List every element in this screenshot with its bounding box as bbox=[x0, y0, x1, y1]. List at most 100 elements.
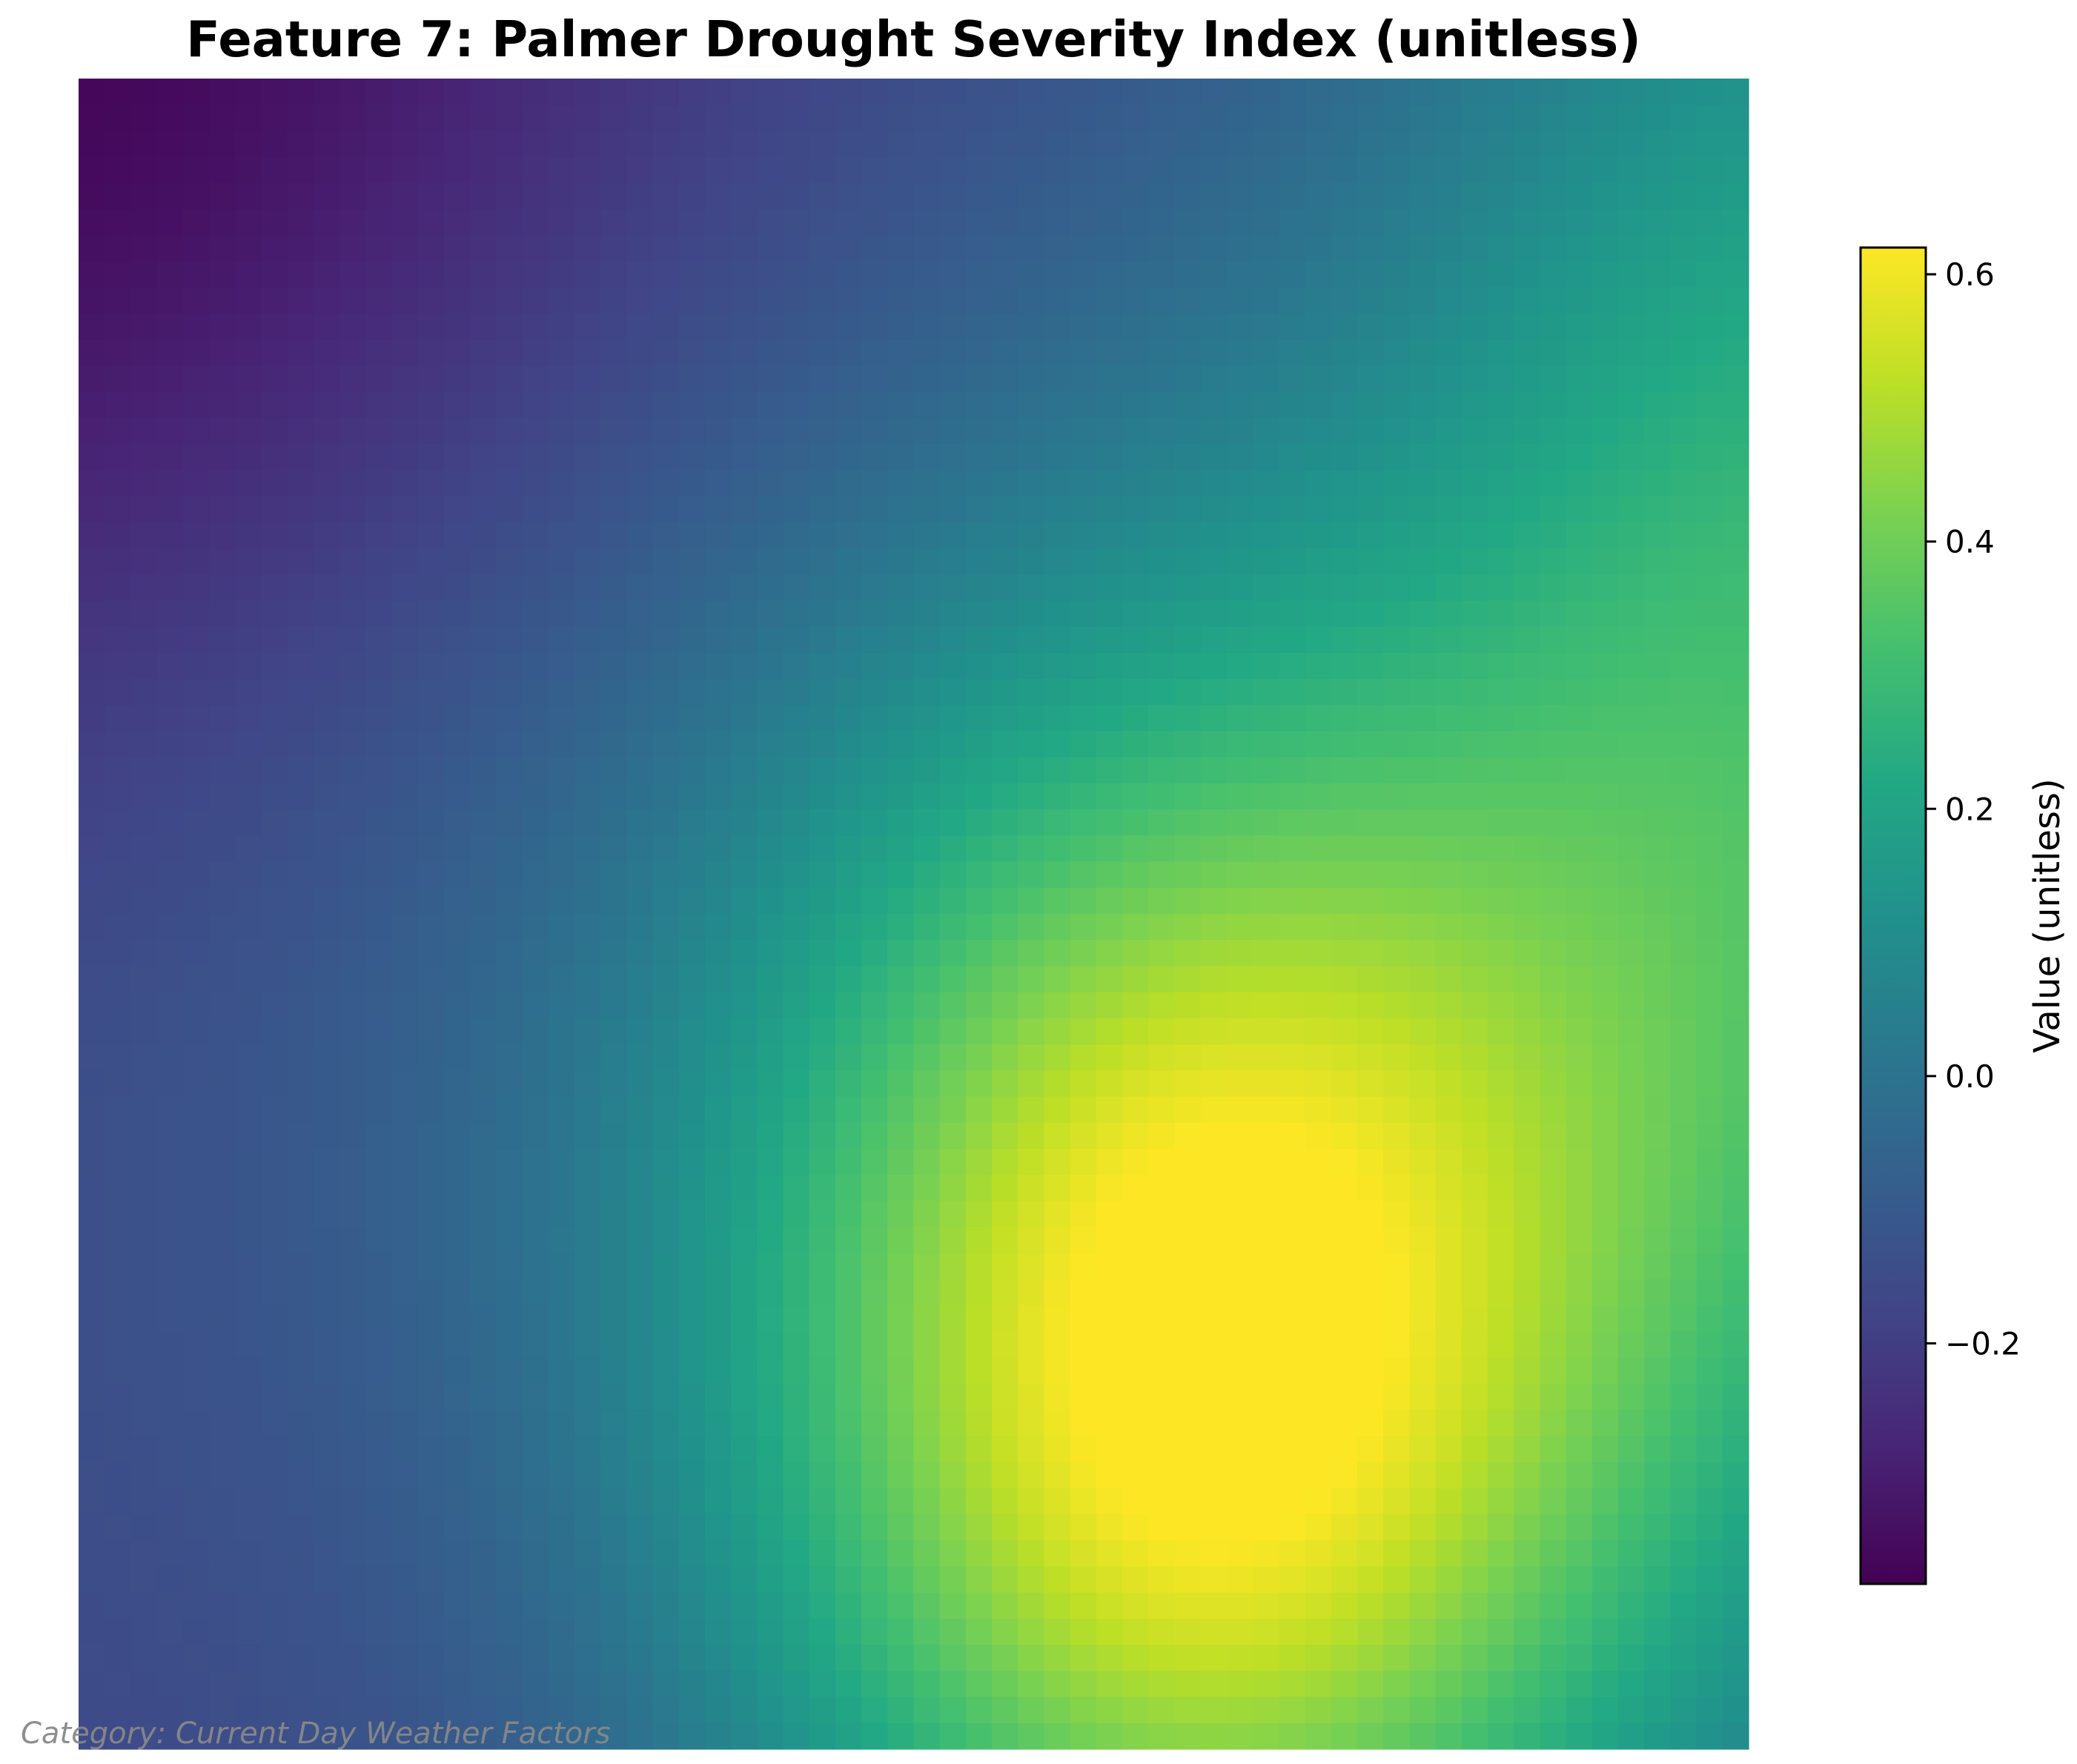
heatmap-cell bbox=[861, 1305, 888, 1333]
heatmap-cell bbox=[365, 1383, 393, 1410]
heatmap-cell bbox=[939, 1044, 967, 1071]
heatmap-cell bbox=[1279, 79, 1306, 105]
heatmap-cell bbox=[1226, 992, 1253, 1019]
heatmap-cell bbox=[365, 992, 393, 1019]
heatmap-cell bbox=[130, 574, 158, 601]
heatmap-cell bbox=[1514, 1253, 1540, 1280]
heatmap-cell bbox=[600, 1018, 627, 1045]
heatmap-cell bbox=[1617, 1514, 1645, 1541]
heatmap-cell bbox=[1305, 1018, 1332, 1045]
heatmap-cell bbox=[1670, 1410, 1697, 1436]
heatmap-cell bbox=[1018, 444, 1045, 471]
heatmap-cell bbox=[1435, 548, 1462, 575]
heatmap-cell bbox=[261, 652, 288, 680]
heatmap-cell bbox=[652, 1671, 680, 1698]
heatmap-cell bbox=[1122, 496, 1149, 523]
heatmap-cell bbox=[235, 1253, 262, 1280]
heatmap-cell bbox=[1044, 548, 1071, 575]
heatmap-cell bbox=[548, 444, 575, 471]
heatmap-cell bbox=[105, 235, 131, 262]
heatmap-cell bbox=[913, 1044, 941, 1071]
heatmap-cell bbox=[79, 1357, 105, 1385]
heatmap-cell bbox=[287, 1540, 314, 1568]
heatmap-cell bbox=[704, 1253, 732, 1280]
heatmap-cell bbox=[313, 105, 340, 132]
heatmap-cell bbox=[235, 757, 262, 784]
heatmap-cell bbox=[1487, 705, 1514, 732]
heatmap-cell bbox=[1514, 1722, 1540, 1750]
heatmap-cell bbox=[235, 1436, 262, 1463]
heatmap-cell bbox=[1200, 1618, 1228, 1645]
heatmap-cell bbox=[522, 1096, 549, 1124]
heatmap-cell bbox=[1279, 1514, 1306, 1541]
heatmap-cell bbox=[1070, 1436, 1097, 1463]
heatmap-cell bbox=[1696, 1436, 1723, 1463]
heatmap-cell bbox=[965, 679, 993, 706]
heatmap-cell bbox=[261, 470, 288, 497]
heatmap-cell bbox=[1174, 209, 1202, 236]
heatmap-cell bbox=[1487, 992, 1514, 1019]
heatmap-cell bbox=[1696, 1488, 1723, 1515]
heatmap-cell bbox=[391, 783, 419, 810]
heatmap-cell bbox=[1722, 105, 1749, 132]
heatmap-cell bbox=[79, 417, 105, 445]
heatmap-cell bbox=[1226, 783, 1253, 810]
heatmap-cell bbox=[1670, 522, 1697, 549]
heatmap-cell bbox=[1383, 365, 1410, 393]
heatmap-cell bbox=[652, 809, 680, 836]
heatmap-cell bbox=[156, 966, 184, 993]
heatmap-cell bbox=[1305, 417, 1332, 445]
heatmap-cell bbox=[861, 1462, 888, 1489]
heatmap-cell bbox=[105, 1044, 131, 1071]
heatmap-cell bbox=[1461, 966, 1488, 993]
heatmap-cell bbox=[704, 444, 732, 471]
heatmap-cell bbox=[1253, 966, 1279, 993]
heatmap-cell bbox=[1226, 835, 1253, 863]
heatmap-cell bbox=[1383, 1253, 1410, 1280]
heatmap-cell bbox=[1644, 731, 1671, 758]
heatmap-cell bbox=[1670, 783, 1697, 810]
heatmap-cell bbox=[1591, 1592, 1619, 1619]
heatmap-cell bbox=[835, 809, 862, 836]
heatmap-cell bbox=[704, 105, 732, 132]
heatmap-cell bbox=[626, 1514, 654, 1541]
heatmap-cell bbox=[1566, 887, 1593, 915]
heatmap-cell bbox=[1018, 261, 1045, 288]
heatmap-cell bbox=[1305, 679, 1332, 706]
heatmap-cell bbox=[1331, 705, 1358, 732]
heatmap-cell bbox=[130, 1253, 158, 1280]
heatmap-cell bbox=[887, 1279, 915, 1306]
heatmap-cell bbox=[1514, 1488, 1540, 1515]
heatmap-cell bbox=[731, 235, 758, 262]
heatmap-cell bbox=[626, 1201, 654, 1228]
heatmap-cell bbox=[130, 1227, 158, 1254]
heatmap-cell bbox=[1696, 391, 1723, 419]
heatmap-cell bbox=[1070, 235, 1097, 262]
heatmap-cell bbox=[1279, 1488, 1306, 1515]
heatmap-cell bbox=[626, 261, 654, 288]
heatmap-cell bbox=[209, 182, 236, 210]
heatmap-cell bbox=[965, 1227, 993, 1254]
heatmap-cell bbox=[1461, 861, 1488, 889]
heatmap-cell bbox=[757, 1462, 784, 1489]
heatmap-cell bbox=[1226, 182, 1253, 210]
heatmap-cell bbox=[156, 600, 184, 628]
heatmap-cell bbox=[783, 444, 810, 471]
heatmap-cell bbox=[1122, 1253, 1149, 1280]
heatmap-cell bbox=[105, 1566, 131, 1594]
heatmap-cell bbox=[391, 992, 419, 1019]
heatmap-cell bbox=[1591, 1227, 1619, 1254]
heatmap-cell bbox=[1174, 1070, 1202, 1098]
heatmap-cell bbox=[470, 1253, 497, 1280]
heatmap-cell bbox=[1696, 261, 1723, 288]
heatmap-cell bbox=[182, 1148, 210, 1176]
heatmap-cell bbox=[861, 1227, 888, 1254]
heatmap-cell bbox=[887, 156, 915, 184]
heatmap-cell bbox=[1383, 1514, 1410, 1541]
heatmap-cell bbox=[209, 548, 236, 575]
heatmap-cell bbox=[1331, 914, 1358, 941]
heatmap-cell bbox=[1174, 835, 1202, 863]
heatmap-cell bbox=[496, 1357, 523, 1385]
heatmap-cell bbox=[79, 1566, 105, 1594]
heatmap-cell bbox=[130, 1096, 158, 1124]
